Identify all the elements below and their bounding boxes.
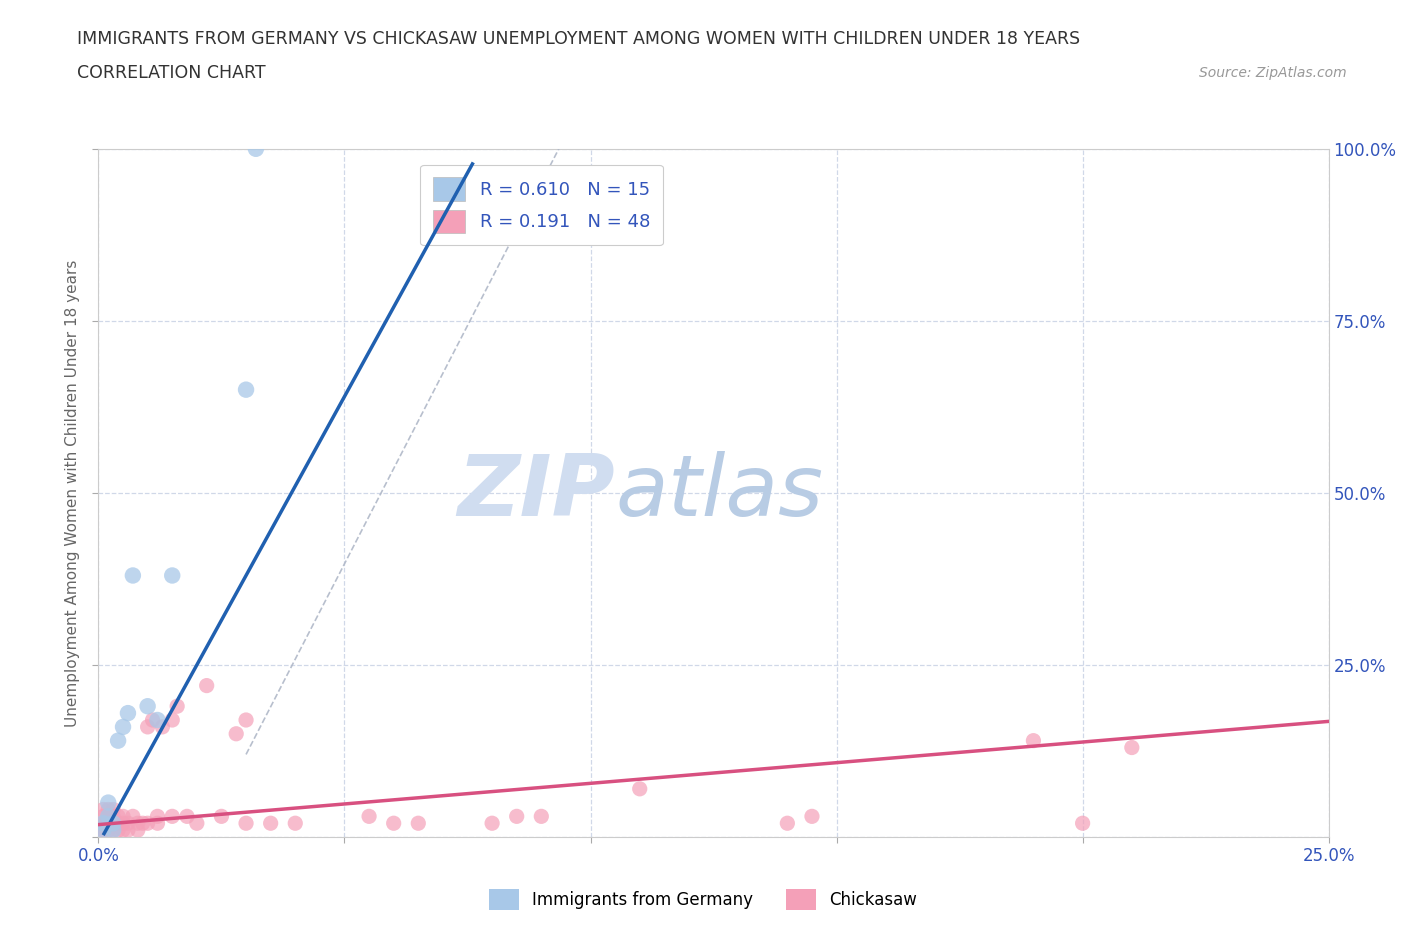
Point [146, 809, 169, 824]
Text: Source: ZipAtlas.com: Source: ZipAtlas.com [1199, 65, 1347, 80]
Text: IMMIGRANTS FROM GERMANY VS CHICKASAW UNEMPLOYMENT AMONG WOMEN WITH CHILDREN UNDE: IMMIGRANTS FROM GERMANY VS CHICKASAW UNE… [77, 30, 1080, 48]
Point [97, 809, 120, 824]
Point [93, 823, 115, 838]
Point [107, 823, 129, 838]
Point [93, 823, 115, 838]
Legend: Immigrants from Germany, Chickasaw: Immigrants from Germany, Chickasaw [482, 883, 924, 917]
Point [93, 816, 115, 830]
Point [103, 816, 125, 830]
Point [166, 698, 188, 713]
Point [132, 816, 155, 830]
Point [97, 816, 120, 830]
Point [97, 802, 120, 817]
Point [107, 809, 129, 824]
Point [195, 678, 218, 693]
Point [93, 823, 115, 838]
Point [103, 809, 125, 824]
Point [235, 816, 257, 830]
Point [93, 809, 115, 824]
Point [122, 809, 145, 824]
Text: CORRELATION CHART: CORRELATION CHART [77, 63, 266, 82]
Point [211, 809, 233, 824]
Point [162, 568, 183, 583]
Point [225, 726, 247, 741]
Point [117, 823, 139, 838]
Point [628, 781, 651, 796]
Point [481, 816, 503, 830]
Point [235, 382, 257, 397]
Point [359, 809, 381, 824]
Point [117, 816, 139, 830]
Point [136, 698, 159, 713]
Point [235, 712, 257, 727]
Text: ZIP: ZIP [457, 451, 616, 535]
Y-axis label: Unemployment Among Women with Children Under 18 years: Unemployment Among Women with Children U… [65, 259, 80, 726]
Point [127, 816, 149, 830]
Point [1071, 816, 1094, 830]
Point [103, 816, 125, 830]
Point [162, 809, 183, 824]
Point [107, 816, 129, 830]
Point [152, 720, 174, 735]
Text: atlas: atlas [616, 451, 823, 535]
Point [97, 795, 120, 810]
Point [93, 816, 115, 830]
Point [176, 809, 198, 824]
Point [530, 809, 553, 824]
Point [103, 823, 125, 838]
Point [382, 816, 405, 830]
Point [122, 568, 145, 583]
Point [801, 809, 824, 824]
Point [103, 823, 125, 838]
Point [103, 816, 125, 830]
Point [97, 816, 120, 830]
Point [112, 809, 135, 824]
Point [284, 816, 307, 830]
Point [186, 816, 208, 830]
Point [112, 720, 135, 735]
Point [112, 823, 135, 838]
Point [93, 802, 115, 817]
Point [408, 816, 430, 830]
Point [107, 733, 129, 748]
Point [136, 816, 159, 830]
Point [97, 823, 120, 838]
Point [136, 720, 159, 735]
Legend: R = 0.610   N = 15, R = 0.191   N = 48: R = 0.610 N = 15, R = 0.191 N = 48 [420, 165, 662, 246]
Point [142, 712, 165, 727]
Point [93, 816, 115, 830]
Point [1121, 740, 1143, 755]
Point [103, 802, 125, 817]
Point [162, 712, 183, 727]
Point [112, 816, 135, 830]
Point [127, 823, 149, 838]
Point [97, 809, 120, 824]
Point [117, 706, 139, 721]
Point [506, 809, 529, 824]
Point [1022, 733, 1045, 748]
Point [260, 816, 283, 830]
Point [146, 816, 169, 830]
Point [146, 712, 169, 727]
Point [776, 816, 799, 830]
Point [245, 141, 267, 156]
